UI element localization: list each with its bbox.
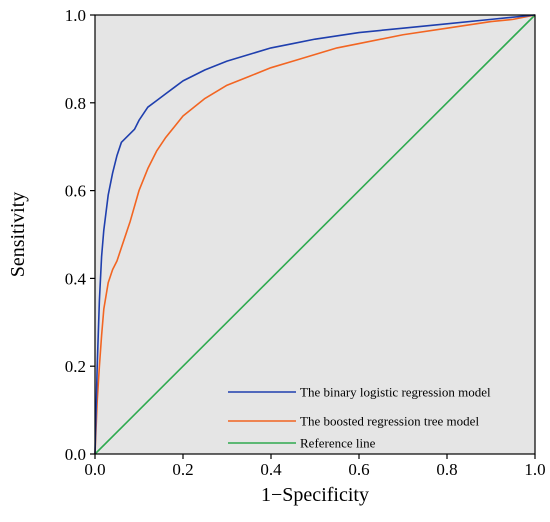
x-tick-label: 0.2: [172, 460, 193, 479]
series-line-reference-line: [94, 14, 536, 455]
series-line-the-boosted-regression-tree-model: [94, 14, 536, 455]
ticks-layer: 0.0 0.2 0.4 0.6 0.8 1.0 0.0 0.2 0.4 0.6 0.8 1.0: [65, 6, 546, 479]
plot-frame: [94, 14, 536, 455]
x-axis-title: 1−Specificity: [261, 484, 369, 506]
y-axis-title: Sensitivity: [7, 192, 29, 278]
series-layer: [94, 14, 536, 455]
x-tick-label: 0.4: [260, 460, 282, 479]
y-tick-label: 0.2: [65, 357, 86, 376]
y-tick-label: 0.8: [65, 94, 86, 113]
x-tick-label: 0.8: [436, 460, 457, 479]
y-tick-label: 0.6: [65, 182, 86, 201]
legend-label-the-binary-logistic-regression-model: The binary logistic regression model: [300, 385, 491, 400]
x-tick-label: 0.6: [348, 460, 369, 479]
y-tick-label: 0.4: [65, 269, 87, 288]
legend-label-the-boosted-regression-tree-model: The boosted regression tree model: [300, 414, 479, 429]
y-tick-label: 0.0: [65, 445, 86, 464]
series-line-the-binary-logistic-regression-model: [94, 14, 536, 455]
y-tick-label: 1.0: [65, 6, 86, 25]
legend-label-reference-line: Reference line: [300, 436, 376, 451]
x-tick-label: 0.0: [84, 460, 105, 479]
x-tick-label: 1.0: [524, 460, 545, 479]
legend: The binary logistic regression model The …: [228, 385, 491, 451]
